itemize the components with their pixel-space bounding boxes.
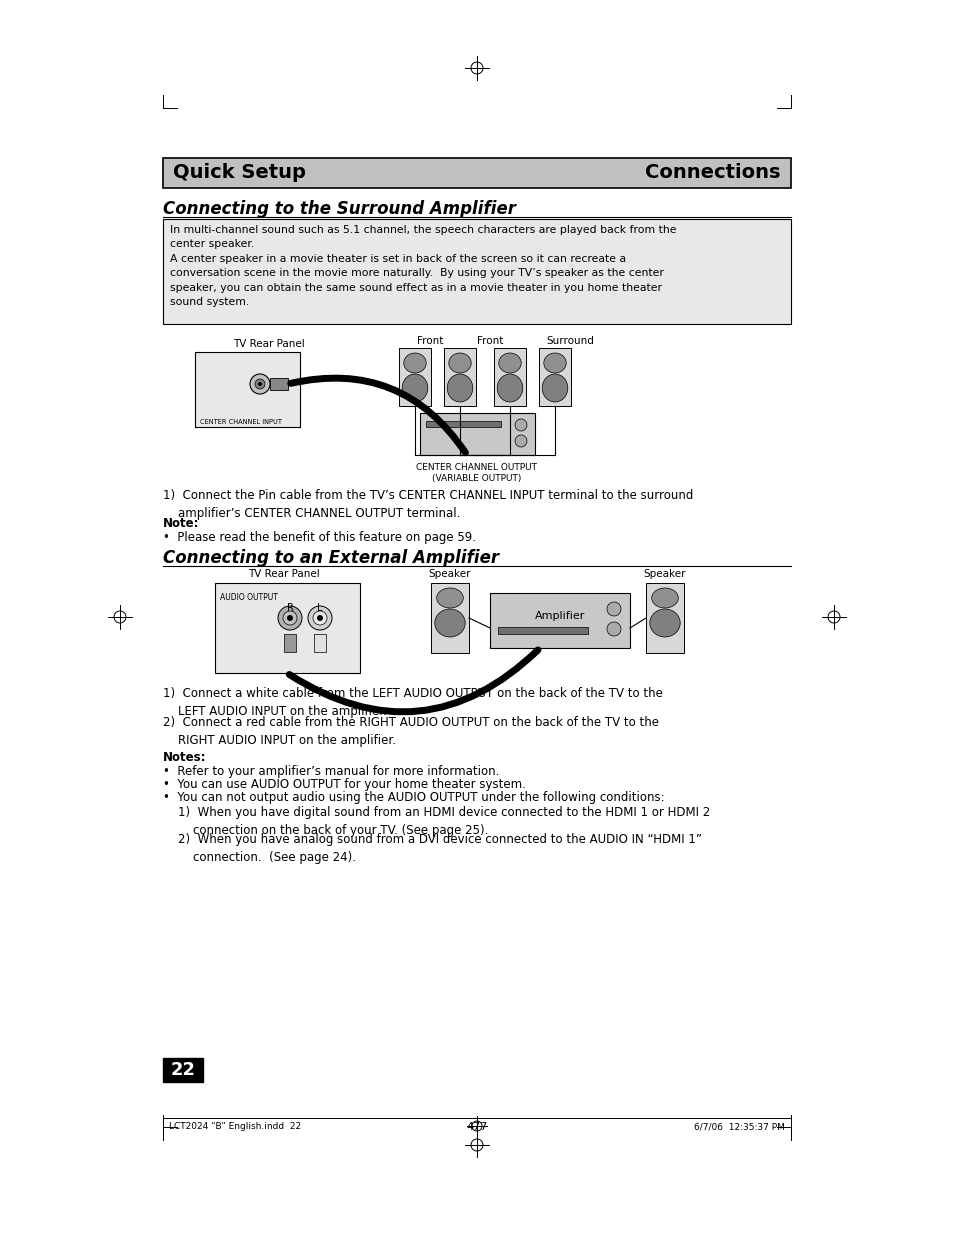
Text: CENTER CHANNEL OUTPUT: CENTER CHANNEL OUTPUT [416, 463, 537, 472]
Text: Connections: Connections [645, 163, 781, 183]
Ellipse shape [498, 353, 520, 373]
Text: 2)  When you have analog sound from a DVI device connected to the AUDIO IN “HDMI: 2) When you have analog sound from a DVI… [163, 832, 701, 864]
Circle shape [254, 379, 265, 389]
Bar [214, 583, 359, 673]
Circle shape [316, 615, 323, 621]
Text: Front: Front [416, 336, 443, 346]
Circle shape [277, 606, 302, 630]
Text: 1)  Connect a white cable from the LEFT AUDIO OUTPUT on the back of the TV to th: 1) Connect a white cable from the LEFT A… [163, 687, 662, 718]
Text: Connecting to an External Amplifier: Connecting to an External Amplifier [163, 550, 498, 567]
Circle shape [515, 419, 526, 431]
Text: Speaker: Speaker [428, 569, 471, 579]
Ellipse shape [436, 588, 463, 608]
Bar [494, 348, 525, 406]
Ellipse shape [448, 353, 471, 373]
Text: 2)  Connect a red cable from the RIGHT AUDIO OUTPUT on the back of the TV to the: 2) Connect a red cable from the RIGHT AU… [163, 716, 659, 747]
Bar [270, 378, 288, 390]
Text: •  You can not output audio using the AUDIO OUTPUT under the following condition: • You can not output audio using the AUD… [163, 790, 664, 804]
Ellipse shape [497, 374, 522, 403]
Text: Quick Setup: Quick Setup [172, 163, 306, 183]
Bar [419, 412, 535, 454]
Bar [497, 627, 587, 634]
Text: Amplifier: Amplifier [535, 611, 584, 621]
Ellipse shape [403, 353, 426, 373]
Bar [443, 348, 476, 406]
Bar [194, 352, 299, 427]
Bar [284, 634, 295, 652]
Text: •  You can use AUDIO OUTPUT for your home theater system.: • You can use AUDIO OUTPUT for your home… [163, 778, 525, 790]
Bar [645, 583, 683, 653]
Text: TV Rear Panel: TV Rear Panel [233, 338, 304, 350]
Circle shape [515, 435, 526, 447]
Text: Surround: Surround [545, 336, 594, 346]
Text: CENTER CHANNEL INPUT: CENTER CHANNEL INPUT [200, 419, 282, 425]
Circle shape [283, 611, 296, 625]
Bar [490, 593, 629, 648]
Text: TV Rear Panel: TV Rear Panel [248, 569, 319, 579]
Circle shape [606, 622, 620, 636]
Text: (VARIABLE OUTPUT): (VARIABLE OUTPUT) [432, 474, 521, 483]
Circle shape [313, 611, 327, 625]
Ellipse shape [541, 374, 567, 403]
Text: LCT2024 “B” English.indd  22: LCT2024 “B” English.indd 22 [169, 1123, 301, 1131]
Text: 1)  Connect the Pin cable from the TV’s CENTER CHANNEL INPUT terminal to the sur: 1) Connect the Pin cable from the TV’s C… [163, 489, 693, 520]
Bar [426, 421, 500, 427]
Text: •  Please read the benefit of this feature on page 59.: • Please read the benefit of this featur… [163, 531, 476, 543]
Text: R: R [286, 603, 294, 613]
Circle shape [287, 615, 293, 621]
Circle shape [606, 601, 620, 616]
Bar [538, 348, 571, 406]
Text: 1)  When you have digital sound from an HDMI device connected to the HDMI 1 or H: 1) When you have digital sound from an H… [163, 806, 709, 837]
Text: L: L [317, 603, 322, 613]
Text: Front: Front [476, 336, 502, 346]
Bar [163, 219, 790, 324]
Bar [398, 348, 431, 406]
Ellipse shape [651, 588, 678, 608]
Text: AUDIO OUTPUT: AUDIO OUTPUT [220, 593, 277, 601]
Text: Note:: Note: [163, 517, 199, 530]
Bar [163, 1058, 203, 1082]
Bar [163, 158, 790, 188]
Text: Speaker: Speaker [643, 569, 685, 579]
Circle shape [250, 374, 270, 394]
Bar [431, 583, 469, 653]
Ellipse shape [543, 353, 566, 373]
Circle shape [257, 382, 262, 387]
Text: •  Refer to your amplifier’s manual for more information.: • Refer to your amplifier’s manual for m… [163, 764, 498, 778]
Text: Notes:: Notes: [163, 751, 206, 764]
Ellipse shape [402, 374, 427, 403]
Ellipse shape [435, 609, 465, 637]
Text: 22: 22 [171, 1061, 195, 1079]
Ellipse shape [447, 374, 473, 403]
Text: In multi-channel sound such as 5.1 channel, the speech characters are played bac: In multi-channel sound such as 5.1 chann… [170, 225, 676, 308]
Text: 477: 477 [466, 1123, 487, 1132]
Bar [314, 634, 326, 652]
Ellipse shape [649, 609, 679, 637]
Text: Connecting to the Surround Amplifier: Connecting to the Surround Amplifier [163, 200, 516, 219]
Text: 6/7/06  12:35:37 PM: 6/7/06 12:35:37 PM [694, 1123, 784, 1131]
Circle shape [308, 606, 332, 630]
